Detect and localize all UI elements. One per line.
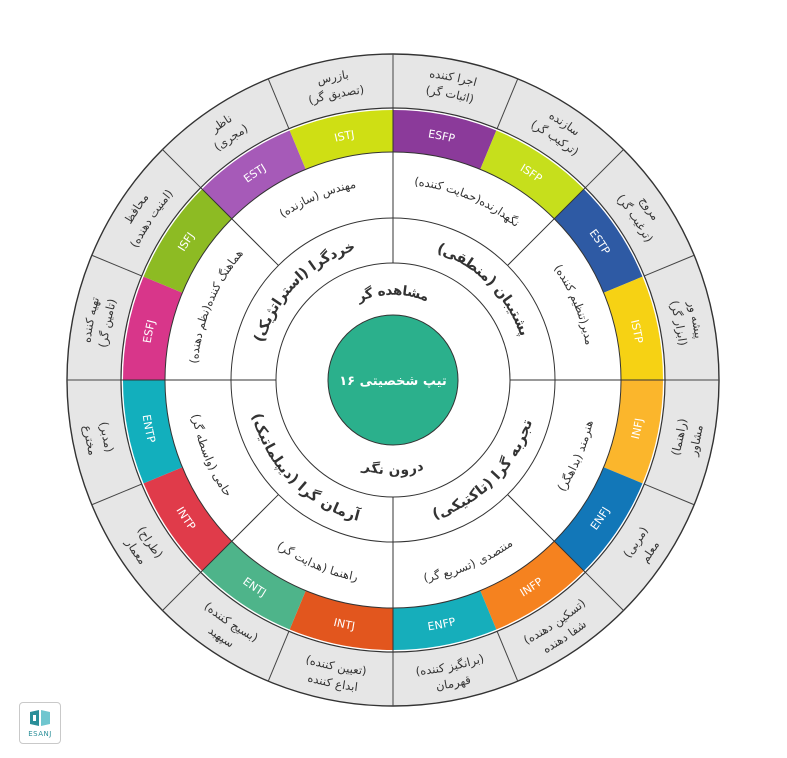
role-divider <box>162 571 202 611</box>
subrole-divider <box>507 187 586 266</box>
type-code-istp: ISTP <box>628 318 645 344</box>
role-subtitle-entp: (مدبر) <box>97 421 117 454</box>
type-segment-esfp[interactable] <box>393 110 497 170</box>
type-segment-infj[interactable] <box>603 380 663 484</box>
role-divider <box>162 149 202 189</box>
role-title-entp: مخترع <box>80 424 100 456</box>
role-title-infj: مشاور <box>686 424 706 458</box>
type-code-esfp: ESFP <box>427 127 456 145</box>
introspective-label: درون نگر <box>360 458 426 479</box>
type-segment-estp[interactable] <box>554 189 643 293</box>
observer-label: مشاهده گر <box>354 283 432 306</box>
type-segment-esfj[interactable] <box>123 276 183 380</box>
type-code-intj: INTJ <box>332 616 356 633</box>
type-segment-isfj[interactable] <box>143 189 232 293</box>
type-code-istj: ISTJ <box>333 128 355 145</box>
role-divider <box>91 254 142 277</box>
type-segment-enfj[interactable] <box>554 467 643 571</box>
type-segment-enfp[interactable] <box>393 590 497 650</box>
center-circle <box>327 314 459 446</box>
subrole-divider <box>200 494 279 573</box>
role-divider <box>91 483 142 506</box>
role-divider <box>496 631 519 682</box>
subrole-divider <box>200 187 279 266</box>
role-divider <box>644 254 695 277</box>
type-segment-entj[interactable] <box>202 541 306 630</box>
type-segment-estj[interactable] <box>202 130 306 219</box>
role-divider <box>584 571 624 611</box>
type-segment-istj[interactable] <box>289 110 393 170</box>
type-segment-infp[interactable] <box>480 541 584 630</box>
type-segment-isfp[interactable] <box>480 130 584 219</box>
esanj-logo[interactable]: ESANJ <box>19 702 61 744</box>
logo-text: ESANJ <box>28 730 52 738</box>
role-divider <box>267 631 290 682</box>
type-code-infj: INFJ <box>629 417 646 440</box>
type-segment-istp[interactable] <box>603 276 663 380</box>
center-title: ۱۶ تیپ شخصیتی <box>339 374 447 389</box>
type-code-entp: ENTP <box>140 414 158 445</box>
role-divider <box>496 78 519 129</box>
type-segment-intp[interactable] <box>143 467 232 571</box>
type-code-enfp: ENFP <box>427 615 458 633</box>
type-segment-entp[interactable] <box>123 380 183 484</box>
role-divider <box>584 149 624 189</box>
role-divider <box>267 78 290 129</box>
type-code-esfj: ESFJ <box>141 318 158 344</box>
role-divider <box>644 483 695 506</box>
book-logo-icon <box>30 710 50 726</box>
subrole-divider <box>507 494 586 573</box>
type-segment-intj[interactable] <box>289 590 393 650</box>
